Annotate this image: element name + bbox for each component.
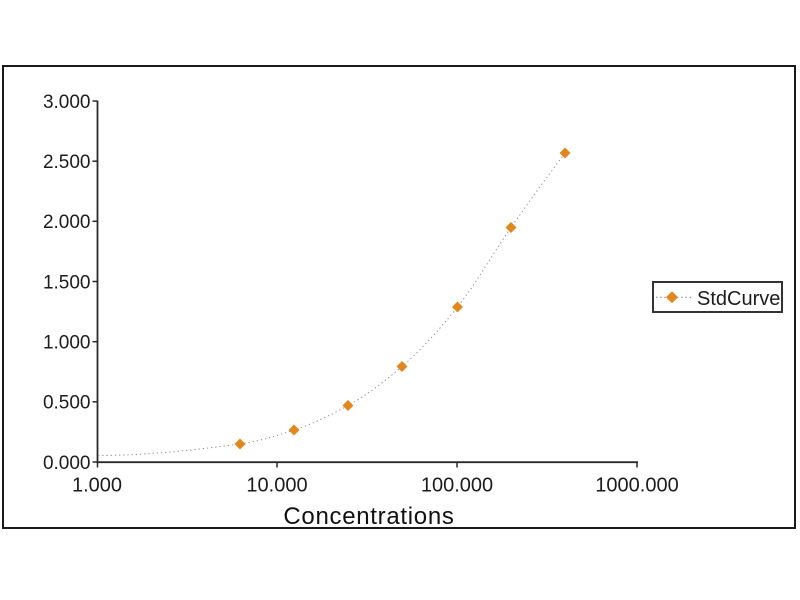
svg-text:StdCurve: StdCurve — [697, 288, 780, 310]
svg-text:100.000: 100.000 — [421, 475, 493, 497]
svg-text:3.000: 3.000 — [43, 92, 91, 113]
svg-text:2.500: 2.500 — [43, 152, 91, 173]
svg-text:Concentrations: Concentrations — [283, 503, 454, 530]
svg-text:0.000: 0.000 — [43, 453, 91, 474]
svg-text:2.000: 2.000 — [43, 212, 91, 233]
svg-text:0.500: 0.500 — [43, 393, 91, 414]
svg-text:1.000: 1.000 — [72, 475, 122, 497]
svg-text:1.000: 1.000 — [43, 333, 91, 354]
svg-text:1000.000: 1000.000 — [595, 475, 678, 497]
svg-text:10.000: 10.000 — [246, 475, 307, 497]
svg-text:1.500: 1.500 — [43, 272, 91, 293]
